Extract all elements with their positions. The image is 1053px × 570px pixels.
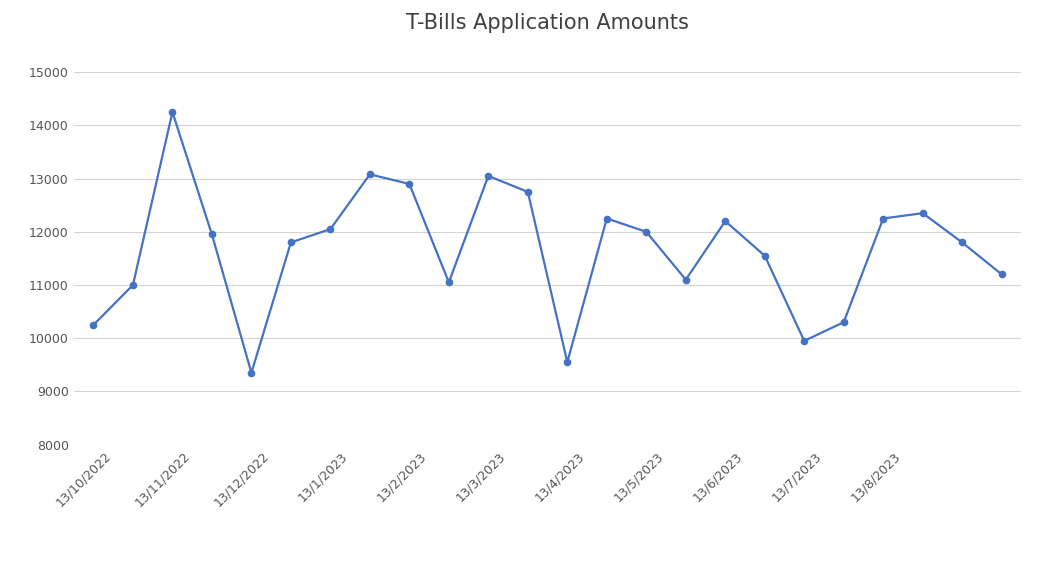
Title: T-Bills Application Amounts: T-Bills Application Amounts	[406, 13, 689, 33]
